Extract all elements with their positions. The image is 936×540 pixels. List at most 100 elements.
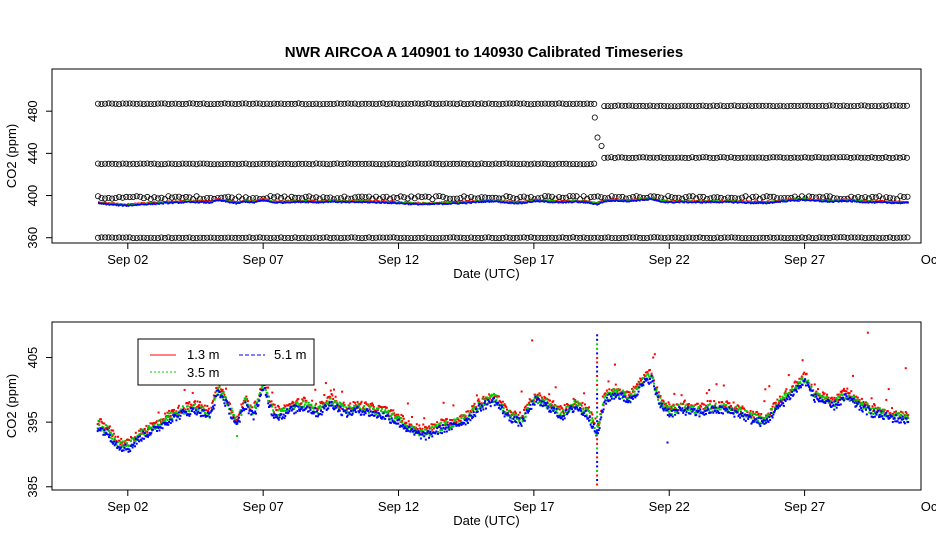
- data-point: [342, 401, 345, 404]
- bottom-plot-frame: [51, 321, 922, 491]
- top-point: [174, 200, 177, 202]
- top-point: [842, 200, 845, 202]
- reference-point: [214, 100, 221, 107]
- top-point: [269, 201, 272, 203]
- reference-point: [443, 160, 450, 167]
- data-point: [871, 405, 874, 408]
- reference-point: [893, 102, 900, 109]
- top-point: [138, 204, 141, 206]
- top-point: [789, 200, 792, 202]
- top-point: [391, 200, 394, 203]
- reference-point: [443, 234, 450, 241]
- top-point: [166, 201, 168, 204]
- data-point: [253, 406, 256, 409]
- reference-point: [823, 234, 830, 241]
- reference-point: [808, 154, 815, 161]
- data-point: [159, 423, 162, 426]
- reference-point: [221, 234, 228, 241]
- reference-point: [376, 161, 383, 168]
- top-point: [313, 201, 315, 203]
- top-point: [163, 201, 165, 204]
- top-point: [218, 199, 220, 201]
- data-point: [810, 383, 813, 386]
- data-point: [207, 409, 210, 412]
- top-point: [318, 201, 321, 203]
- reference-point: [879, 234, 886, 241]
- top-point: [693, 201, 695, 204]
- reference-point: [499, 100, 506, 107]
- reference-point: [826, 102, 833, 109]
- top-point: [162, 201, 165, 203]
- top-point: [376, 200, 379, 203]
- top-point: [111, 203, 113, 206]
- reference-point: [334, 160, 341, 167]
- reference-point: [439, 100, 446, 107]
- reference-point: [119, 100, 126, 107]
- data-point: [335, 401, 338, 403]
- top-point: [244, 201, 247, 203]
- reference-point: [777, 234, 784, 241]
- top-point: [498, 200, 501, 203]
- top-point: [651, 198, 653, 201]
- top-point: [424, 203, 426, 206]
- reference-point: [425, 235, 432, 242]
- reference-point: [752, 102, 759, 109]
- data-point: [182, 412, 185, 415]
- top-point: [253, 200, 255, 203]
- top-point: [407, 201, 410, 204]
- reference-point: [242, 234, 249, 241]
- top-point: [197, 202, 200, 204]
- reference-point: [344, 160, 351, 167]
- top-point: [678, 200, 681, 202]
- data-point: [265, 386, 268, 389]
- top-point: [363, 201, 365, 203]
- reference-point: [200, 160, 207, 167]
- data-point: [110, 429, 113, 432]
- top-point: [428, 202, 431, 204]
- data-point: [260, 386, 263, 389]
- top-point: [429, 203, 432, 205]
- top-point: [104, 203, 107, 205]
- top-point: [337, 199, 340, 202]
- data-point: [245, 398, 248, 401]
- reference-point: [563, 101, 570, 108]
- reference-point: [556, 234, 563, 241]
- data-point: [207, 407, 210, 410]
- reference-point: [844, 234, 851, 241]
- top-point: [231, 201, 234, 204]
- data-point: [502, 404, 505, 407]
- top-point: [899, 200, 902, 203]
- top-point: [658, 199, 660, 201]
- top-point: [420, 203, 422, 205]
- reference-point: [302, 193, 309, 200]
- reference-point: [587, 234, 594, 241]
- data-point: [787, 374, 790, 377]
- reference-point: [760, 234, 767, 241]
- top-point: [572, 199, 575, 202]
- reference-point: [460, 101, 467, 108]
- top-point: [352, 200, 355, 203]
- reference-point: [678, 154, 685, 161]
- data-point: [255, 407, 257, 409]
- top-point: [568, 201, 570, 204]
- reference-point: [713, 154, 720, 161]
- data-point: [771, 405, 774, 408]
- reference-point: [158, 234, 165, 241]
- data-point: [174, 412, 177, 415]
- top-point: [445, 203, 448, 205]
- top-point: [270, 201, 273, 203]
- reference-point: [665, 234, 672, 241]
- top-point: [179, 200, 182, 202]
- top-point: [849, 198, 851, 201]
- reference-point: [144, 100, 151, 107]
- top-point: [408, 202, 411, 205]
- top-point: [432, 203, 435, 205]
- top-point: [634, 199, 636, 202]
- top-point: [608, 199, 611, 202]
- top-point: [875, 200, 878, 202]
- reference-point: [791, 154, 798, 161]
- reference-point: [665, 193, 672, 200]
- data-point: [478, 400, 481, 403]
- top-point: [871, 201, 873, 204]
- top-point: [277, 201, 279, 204]
